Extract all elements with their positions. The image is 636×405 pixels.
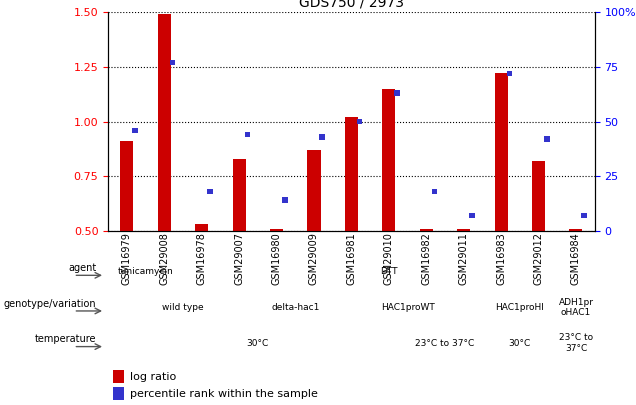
Bar bbox=[113, 387, 123, 400]
Text: DTT: DTT bbox=[380, 267, 398, 276]
Bar bbox=[195, 224, 208, 231]
Bar bbox=[495, 73, 508, 231]
Text: HAC1proWT: HAC1proWT bbox=[381, 303, 434, 312]
Bar bbox=[345, 117, 358, 231]
Text: ADH1pr
oHAC1: ADH1pr oHAC1 bbox=[558, 298, 593, 317]
Bar bbox=[394, 90, 400, 96]
Bar bbox=[382, 89, 396, 231]
Bar bbox=[207, 189, 212, 194]
Bar bbox=[282, 198, 287, 203]
Bar bbox=[113, 370, 123, 383]
Bar bbox=[532, 161, 545, 231]
Bar bbox=[120, 141, 134, 231]
Text: wild type: wild type bbox=[162, 303, 204, 312]
Text: tunicamycin: tunicamycin bbox=[118, 267, 174, 276]
Bar bbox=[432, 189, 438, 194]
Bar bbox=[319, 134, 325, 140]
Text: HAC1proHI: HAC1proHI bbox=[495, 303, 544, 312]
Bar bbox=[170, 60, 176, 65]
Text: genotype/variation: genotype/variation bbox=[4, 299, 97, 309]
Bar bbox=[233, 159, 245, 231]
Bar bbox=[244, 132, 250, 137]
Bar bbox=[158, 14, 171, 231]
Bar bbox=[357, 119, 363, 124]
Text: agent: agent bbox=[68, 263, 97, 273]
Bar bbox=[270, 229, 283, 231]
Text: delta-hac1: delta-hac1 bbox=[271, 303, 319, 312]
Bar bbox=[506, 70, 512, 76]
Bar bbox=[469, 213, 474, 218]
Bar bbox=[544, 136, 550, 142]
Bar bbox=[581, 213, 587, 218]
Bar bbox=[569, 229, 583, 231]
Text: 30°C: 30°C bbox=[509, 339, 531, 347]
Bar bbox=[420, 229, 432, 231]
Bar bbox=[307, 150, 321, 231]
Text: log ratio: log ratio bbox=[130, 372, 176, 382]
Title: GDS750 / 2973: GDS750 / 2973 bbox=[299, 0, 404, 10]
Text: 23°C to 37°C: 23°C to 37°C bbox=[415, 339, 474, 347]
Text: 23°C to
37°C: 23°C to 37°C bbox=[559, 333, 593, 353]
Text: temperature: temperature bbox=[35, 335, 97, 345]
Text: 30°C: 30°C bbox=[247, 339, 269, 347]
Bar bbox=[457, 229, 470, 231]
Text: percentile rank within the sample: percentile rank within the sample bbox=[130, 389, 318, 399]
Bar bbox=[132, 128, 138, 133]
